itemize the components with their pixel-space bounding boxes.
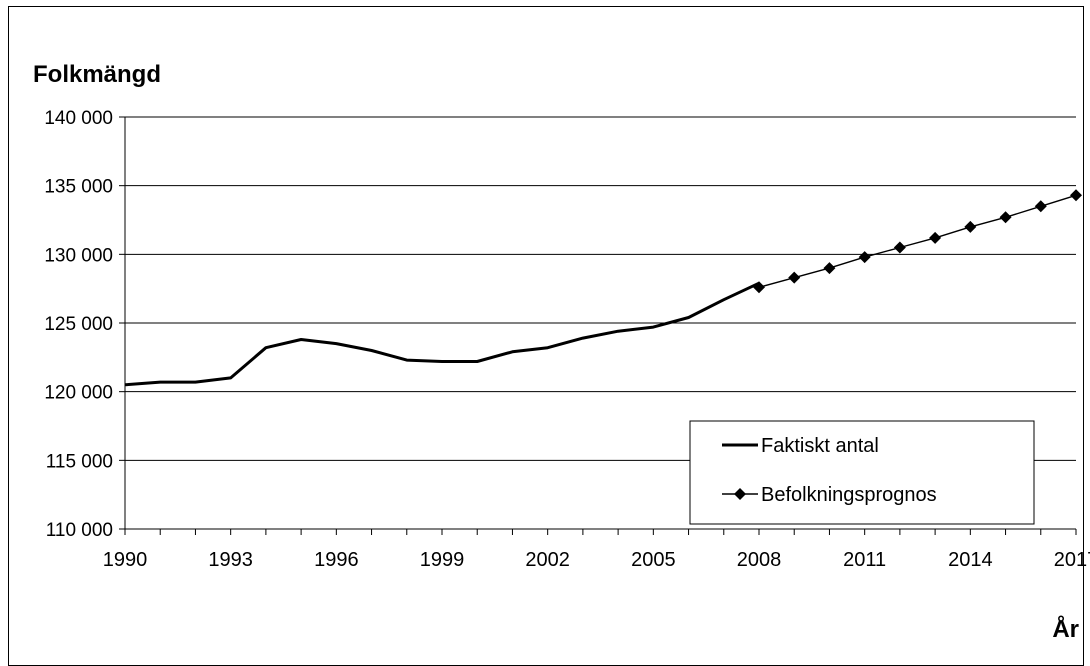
- data-point-befolkningsprognos-2009: [788, 271, 801, 284]
- y-tick-label-135000: 135 000: [44, 177, 113, 198]
- legend-marker-befolkningsprognos: [734, 488, 746, 500]
- x-tick-label-1999: 1999: [420, 549, 465, 571]
- x-tick-label-1990: 1990: [103, 549, 148, 571]
- x-tick-label-1996: 1996: [314, 549, 359, 571]
- data-point-befolkningsprognos-2014: [964, 220, 977, 233]
- data-point-befolkningsprognos-2010: [823, 262, 836, 275]
- y-axis-label: Folkmängd: [33, 61, 161, 88]
- data-point-befolkningsprognos-2015: [999, 211, 1012, 224]
- x-tick-label-2011: 2011: [843, 549, 886, 571]
- data-point-befolkningsprognos-2016: [1034, 200, 1047, 213]
- y-tick-label-115000: 115 000: [46, 451, 113, 472]
- legend-box: [689, 420, 1035, 525]
- data-point-befolkningsprognos-2017: [1070, 189, 1082, 202]
- y-tick-label-110000: 110 000: [46, 520, 113, 541]
- x-tick-label-2002: 2002: [525, 549, 570, 571]
- y-tick-label-140000: 140 000: [44, 108, 113, 129]
- y-tick-label-125000: 125 000: [44, 314, 113, 335]
- series-line-befolkningsprognos: [758, 194, 1077, 288]
- legend-label-befolkningsprognos: Befolkningsprognos: [761, 484, 937, 506]
- legend: Faktiskt antal Befolkningsprognos: [689, 420, 1035, 525]
- series-line-faktiskt-antal: [124, 281, 760, 387]
- data-point-befolkningsprognos-2008: [753, 281, 765, 294]
- x-tick-label-2008: 2008: [737, 549, 782, 571]
- data-point-befolkningsprognos-2013: [929, 231, 942, 244]
- x-tick-label-2005: 2005: [631, 549, 676, 571]
- x-tick-label-1993: 1993: [208, 549, 253, 571]
- x-axis-label: År: [1052, 615, 1079, 643]
- legend-label-faktiskt-antal: Faktiskt antal: [761, 435, 879, 457]
- x-tick-label-2017: 2017: [1054, 549, 1090, 571]
- chart-frame: [8, 6, 1084, 666]
- data-point-befolkningsprognos-2012: [893, 241, 906, 254]
- data-point-befolkningsprognos-2011: [858, 251, 871, 264]
- y-tick-label-120000: 120 000: [44, 383, 113, 404]
- y-tick-label-130000: 130 000: [44, 245, 113, 266]
- x-tick-label-2014: 2014: [948, 549, 993, 571]
